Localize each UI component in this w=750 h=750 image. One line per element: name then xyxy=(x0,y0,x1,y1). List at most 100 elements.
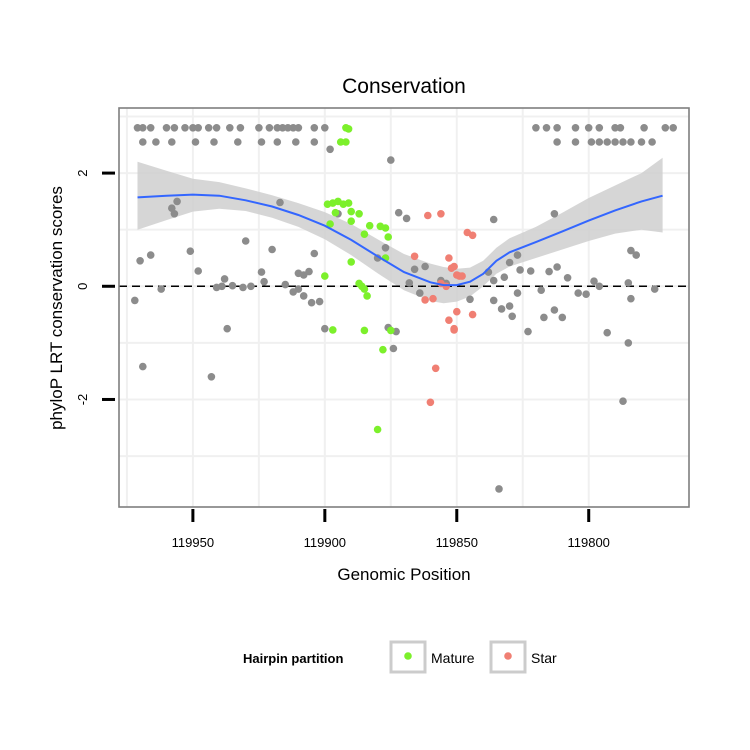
data-point-other xyxy=(616,124,625,132)
data-point-other xyxy=(466,295,474,304)
x-axis: 119950 119900 119850 119800 xyxy=(172,509,610,550)
data-point-other xyxy=(563,274,572,282)
data-point-other xyxy=(310,249,319,258)
data-point-other xyxy=(226,124,234,132)
data-point-other xyxy=(558,313,567,322)
data-point-other xyxy=(595,282,604,291)
data-point-other xyxy=(310,124,319,132)
data-point-star xyxy=(468,310,477,319)
data-point-other xyxy=(627,246,635,255)
data-point-other xyxy=(218,282,226,291)
data-point-other xyxy=(532,124,540,132)
data-point-other xyxy=(516,266,524,274)
data-point-other xyxy=(260,277,268,286)
data-point-other xyxy=(146,124,155,132)
data-point-other xyxy=(489,276,498,285)
data-point-mature xyxy=(329,326,337,334)
series-mature xyxy=(321,124,395,434)
data-point-other xyxy=(294,285,303,293)
data-point-other xyxy=(381,244,390,252)
data-point-other xyxy=(255,124,263,132)
data-point-other xyxy=(489,296,498,305)
data-point-other xyxy=(276,198,284,207)
data-point-star xyxy=(410,252,419,261)
data-point-star xyxy=(447,264,456,273)
data-point-other xyxy=(239,283,247,292)
data-point-mature xyxy=(336,138,345,146)
legend: Hairpin partition Mature Star xyxy=(243,640,557,674)
legend-marker-star xyxy=(504,652,512,660)
data-point-star xyxy=(458,272,466,280)
data-point-other xyxy=(545,267,553,276)
data-point-other xyxy=(326,145,334,154)
x-tick-label: 119900 xyxy=(304,535,346,550)
x-tick-label: 119950 xyxy=(172,535,214,550)
data-point-other xyxy=(624,339,633,347)
panel-background xyxy=(119,108,689,507)
data-point-other xyxy=(632,251,640,259)
data-point-other xyxy=(571,138,580,146)
data-point-mature xyxy=(363,292,371,300)
data-point-other xyxy=(669,124,677,132)
data-point-other xyxy=(168,138,176,146)
data-point-other xyxy=(524,327,532,336)
data-point-other xyxy=(307,298,316,307)
data-point-mature xyxy=(355,210,363,218)
data-point-other xyxy=(627,138,635,146)
data-point-other xyxy=(315,297,324,306)
data-point-other xyxy=(526,267,535,275)
data-point-other xyxy=(210,138,218,146)
data-point-other xyxy=(133,124,142,132)
y-tick-label: 2 xyxy=(75,169,90,176)
data-point-other xyxy=(241,237,250,245)
data-point-mature xyxy=(387,326,395,335)
data-point-other xyxy=(157,285,165,293)
data-point-other xyxy=(574,289,582,297)
legend-marker-mature xyxy=(404,652,412,660)
data-point-other xyxy=(611,138,619,146)
data-point-other xyxy=(489,215,498,224)
x-axis-title: Genomic Position xyxy=(337,565,470,584)
data-point-other xyxy=(513,251,522,259)
x-tick-label: 119800 xyxy=(568,535,610,550)
data-point-other xyxy=(603,328,611,337)
data-point-star xyxy=(468,231,477,240)
data-point-other xyxy=(553,124,561,132)
data-point-star xyxy=(450,326,458,334)
data-point-star xyxy=(445,254,453,262)
data-point-other xyxy=(268,245,276,254)
data-point-other xyxy=(513,289,522,297)
data-point-other xyxy=(257,268,266,276)
data-point-other xyxy=(410,265,419,274)
panel-border xyxy=(118,107,690,508)
confidence-ribbon xyxy=(137,157,663,304)
data-point-other xyxy=(402,214,411,223)
y-tick-label: -2 xyxy=(75,394,90,406)
data-point-other xyxy=(289,124,298,132)
data-point-other xyxy=(139,124,147,132)
data-point-other xyxy=(590,277,598,286)
data-point-other xyxy=(321,124,329,132)
data-point-other xyxy=(619,138,627,146)
data-point-other xyxy=(640,124,648,132)
data-point-other xyxy=(661,124,670,132)
legend-item-mature: Mature xyxy=(389,640,475,674)
data-point-other xyxy=(650,285,659,293)
data-point-other xyxy=(421,262,429,271)
data-point-star xyxy=(424,211,432,220)
data-point-other xyxy=(278,124,287,132)
data-point-other xyxy=(273,138,282,146)
data-point-other xyxy=(173,197,181,206)
data-point-other xyxy=(257,138,266,146)
data-point-mature xyxy=(347,207,356,216)
data-point-star xyxy=(437,210,445,218)
data-point-mature xyxy=(379,345,387,354)
data-point-other xyxy=(186,247,195,255)
data-point-other xyxy=(553,263,561,271)
data-point-mature xyxy=(381,224,390,232)
data-point-other xyxy=(223,324,231,333)
data-point-other xyxy=(595,138,604,146)
data-point-star xyxy=(453,307,461,316)
data-point-other xyxy=(542,124,551,132)
